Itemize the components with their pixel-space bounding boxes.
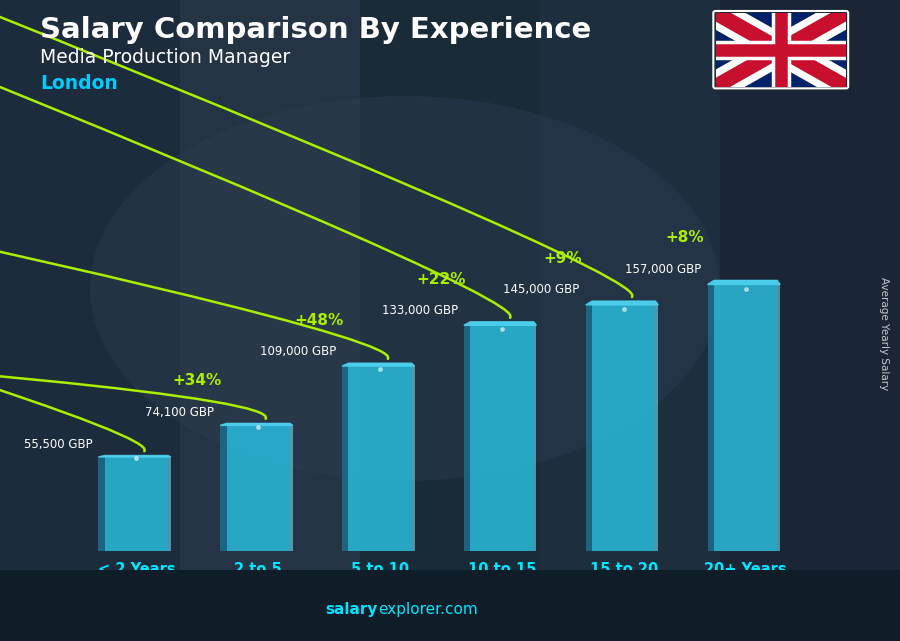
Polygon shape	[707, 280, 780, 285]
Bar	[180, 0, 360, 641]
Bar	[592, 301, 655, 551]
Bar	[412, 366, 415, 551]
Bar	[220, 426, 227, 551]
Text: 145,000 GBP: 145,000 GBP	[503, 283, 580, 296]
Bar	[168, 457, 171, 551]
Text: London: London	[40, 74, 118, 93]
Bar	[360, 0, 540, 641]
Bar	[104, 456, 168, 551]
Text: explorer.com: explorer.com	[378, 602, 478, 617]
Text: +8%: +8%	[665, 230, 704, 246]
Bar	[342, 366, 348, 551]
Bar	[720, 0, 900, 641]
Bar	[655, 305, 658, 551]
Bar	[227, 424, 290, 551]
Bar	[534, 325, 536, 551]
Bar	[470, 322, 534, 551]
Bar	[540, 0, 720, 641]
Text: Salary Comparison By Experience: Salary Comparison By Experience	[40, 16, 592, 44]
Bar	[714, 280, 778, 551]
Ellipse shape	[90, 96, 720, 481]
Text: +22%: +22%	[416, 272, 466, 287]
Polygon shape	[220, 424, 292, 426]
Text: +48%: +48%	[294, 313, 344, 328]
Bar	[0, 0, 180, 641]
Polygon shape	[342, 363, 415, 366]
Bar	[464, 325, 470, 551]
Bar	[778, 285, 780, 551]
Text: 157,000 GBP: 157,000 GBP	[626, 263, 701, 276]
Bar	[707, 285, 714, 551]
Text: +34%: +34%	[173, 373, 222, 388]
Bar	[348, 363, 412, 551]
Text: 74,100 GBP: 74,100 GBP	[145, 406, 214, 419]
Text: 133,000 GBP: 133,000 GBP	[382, 304, 458, 317]
Text: 109,000 GBP: 109,000 GBP	[260, 345, 336, 358]
Bar	[98, 457, 104, 551]
Text: salary: salary	[326, 602, 378, 617]
Bar	[586, 305, 592, 551]
Text: Media Production Manager: Media Production Manager	[40, 48, 291, 67]
Polygon shape	[98, 456, 171, 457]
Text: 55,500 GBP: 55,500 GBP	[23, 438, 93, 451]
Text: Average Yearly Salary: Average Yearly Salary	[878, 277, 889, 390]
Text: +9%: +9%	[544, 251, 582, 266]
Polygon shape	[586, 301, 658, 305]
Bar	[290, 426, 292, 551]
Polygon shape	[464, 322, 536, 325]
